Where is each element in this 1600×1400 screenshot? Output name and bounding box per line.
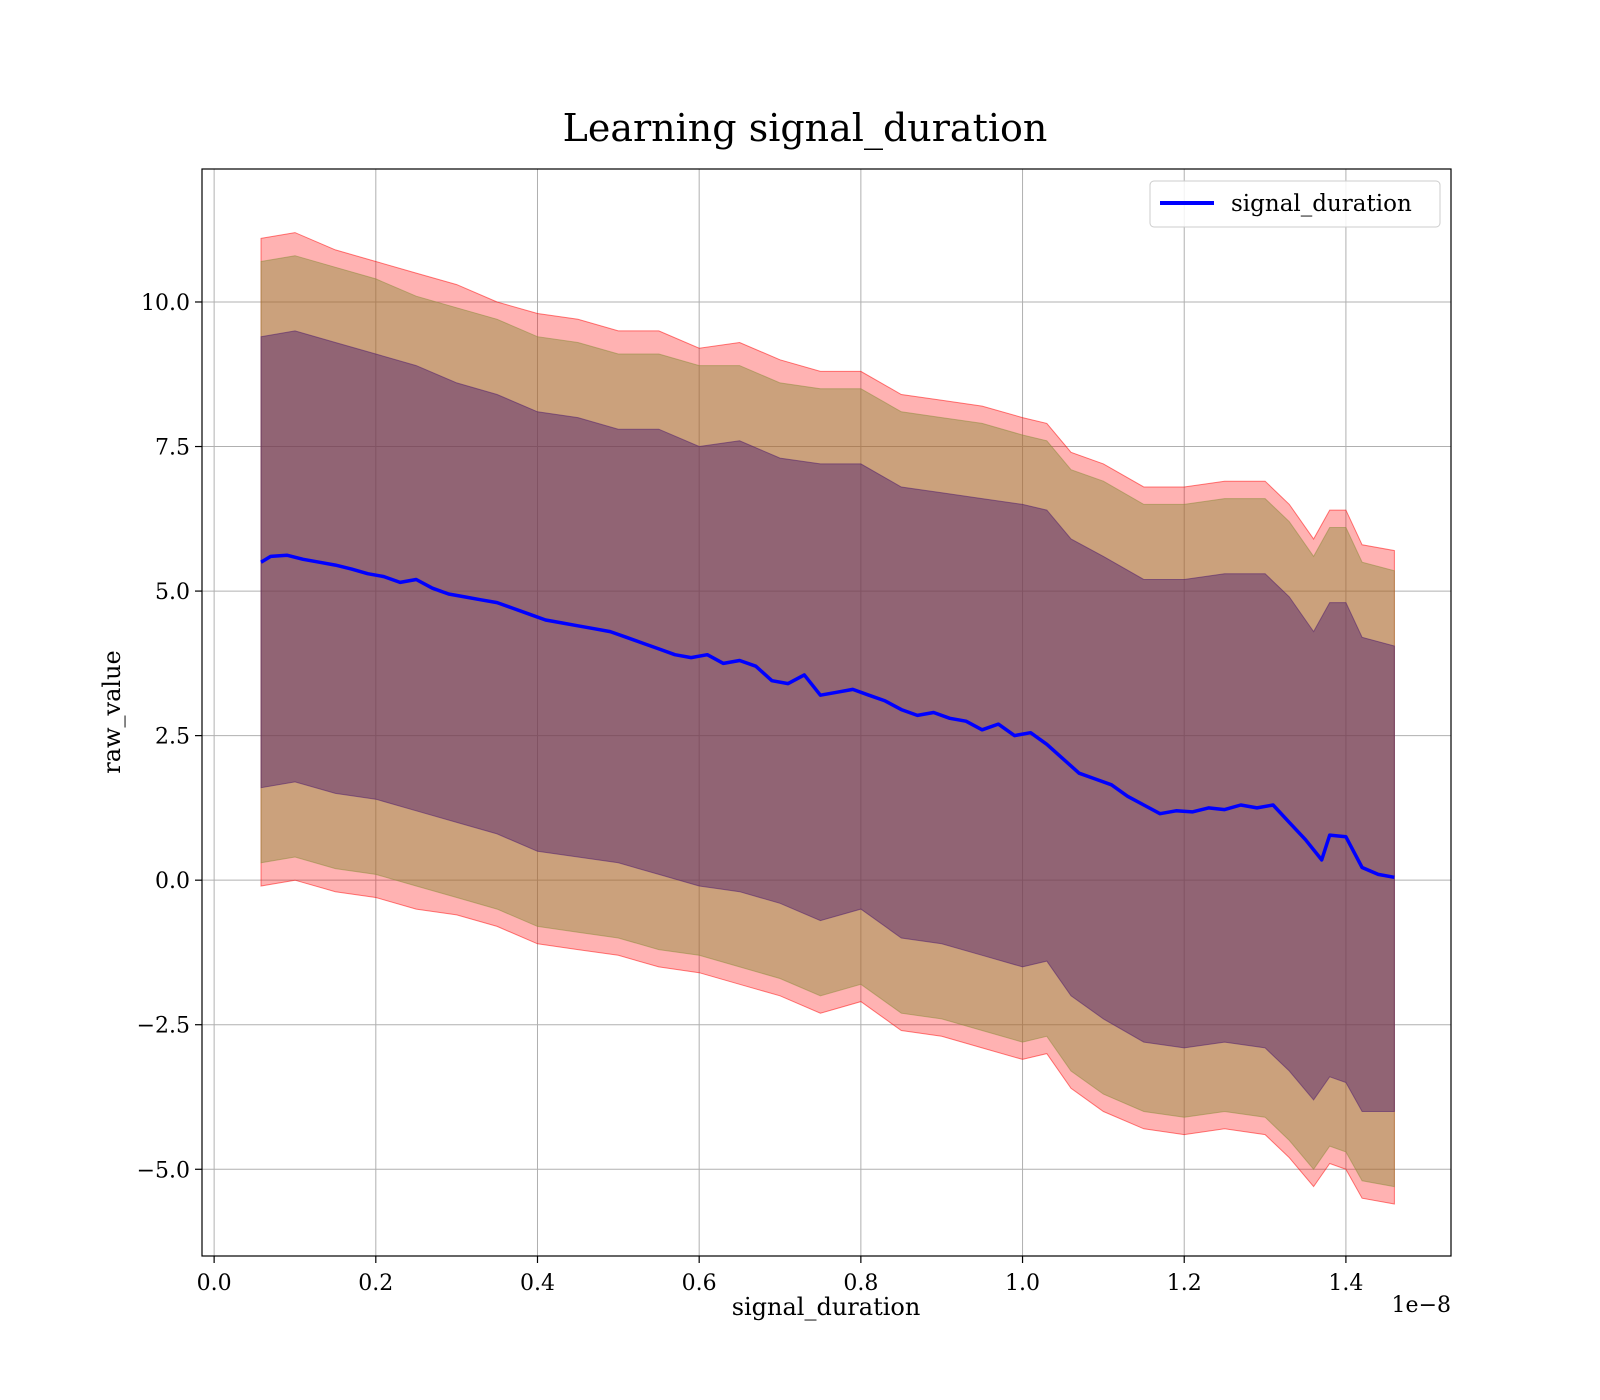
x-offset-text: 1e−8 [1392,1293,1451,1318]
plot-frame [201,168,1452,1257]
y-tick-label: −5.0 [137,1158,190,1183]
x-tick-label: 0.6 [682,1271,717,1296]
legend-box [1149,180,1441,228]
chart-title: Learning signal_duration [563,106,1048,151]
y-tick-label: 2.5 [155,725,190,750]
tick-layer: 0.0 0.2 0.4 0.6 0.8 1.0 1.2 1.4 −5.0 −2.5 0.0 2.5 5.… [137,291,1364,1296]
band-outer [260,232,1395,1205]
x-tick-label: 0.4 [520,1271,555,1296]
series-line-signal-duration [260,553,1395,880]
x-tick-label: 0.8 [843,1271,878,1296]
y-tick-label: 5.0 [155,580,190,605]
y-tick-label: 0.0 [155,869,190,894]
x-axis-label: signal_duration [732,1293,921,1321]
y-axis-label: raw_value [98,650,126,774]
y-tick-label: 10.0 [141,291,190,316]
legend: signal_duration [1149,180,1441,228]
x-tick-label: 0.0 [197,1271,232,1296]
grid-layer [202,169,1451,1256]
y-tick-label: 7.5 [155,436,190,461]
x-tick-label: 1.2 [1167,1271,1202,1296]
band-middle [260,255,1395,1188]
band-inner [260,330,1395,1112]
y-tick-label: −2.5 [137,1014,190,1039]
x-tick-label: 0.2 [358,1271,393,1296]
line-layer [260,553,1395,880]
x-tick-label: 1.0 [1005,1271,1040,1296]
x-tick-label: 1.4 [1328,1271,1363,1296]
band-layer [260,232,1395,1205]
legend-label: signal_duration [1231,191,1412,217]
